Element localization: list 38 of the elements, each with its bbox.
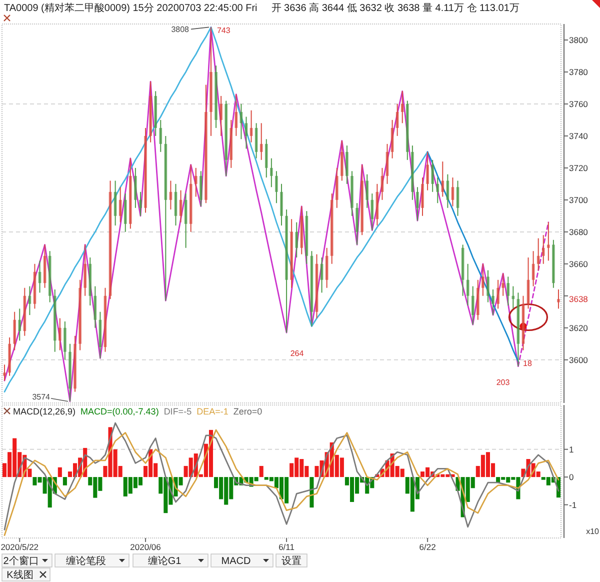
x-tick-label: 2020/5/22 <box>0 542 39 552</box>
legend-item: DEA=-1 <box>196 406 228 416</box>
subtitle: 开 3636 高 3644 低 3632 收 3638 量 4.11万 仓 113.01万 <box>271 3 520 14</box>
x-tick-label: 2020/06 <box>130 542 161 552</box>
y-tick-label: 3800 <box>569 35 588 45</box>
button-label: 设置 <box>282 556 302 567</box>
y-tick-label: 0 <box>569 472 574 482</box>
annotation: 743 <box>217 26 230 36</box>
x-tick-label: 6/22 <box>419 542 436 552</box>
annotation: 203 <box>496 378 510 387</box>
y-tick-label: 3620 <box>569 322 588 333</box>
legend-item: MACD=(0.00,-7.43) <box>80 406 159 416</box>
x-tick-label: 6/11 <box>278 542 294 552</box>
annotation: 264 <box>290 349 304 358</box>
button-label: 缠论G1 <box>148 556 182 567</box>
annotation: x10 <box>586 527 599 536</box>
annotation: Zero=0 <box>233 406 262 416</box>
annotation: 3574 <box>32 392 50 402</box>
y-tick-label: 3600 <box>569 354 588 365</box>
y-tick-label: 3720 <box>569 162 588 173</box>
y-tick-label: 3780 <box>569 66 588 77</box>
title: TA0009 (精对苯二甲酸0009) 15分 20200703 22:45:00 Fri <box>4 3 258 14</box>
y-tick-label: 3680 <box>569 226 588 237</box>
y-tick-label: 3660 <box>569 258 588 269</box>
annotation: 3638 <box>569 294 588 304</box>
annotation: 18 <box>523 359 532 368</box>
y-tick-label: -1 <box>569 500 577 510</box>
annotation: 3808 <box>171 25 189 34</box>
y-tick-label: 3740 <box>569 130 588 141</box>
button-label: 缠论笔段 <box>66 556 106 567</box>
y-tick-label: 1 <box>569 444 574 454</box>
y-tick-label: 3700 <box>569 194 588 205</box>
button-label: 2个窗口 <box>3 556 39 567</box>
title: MACD(12,26,9) <box>13 406 76 416</box>
y-tick-label: 3760 <box>569 98 588 109</box>
button-label: K线图 <box>6 570 34 581</box>
button-label: MACD <box>221 556 251 567</box>
legend-item: DIF=-5 <box>164 406 192 416</box>
